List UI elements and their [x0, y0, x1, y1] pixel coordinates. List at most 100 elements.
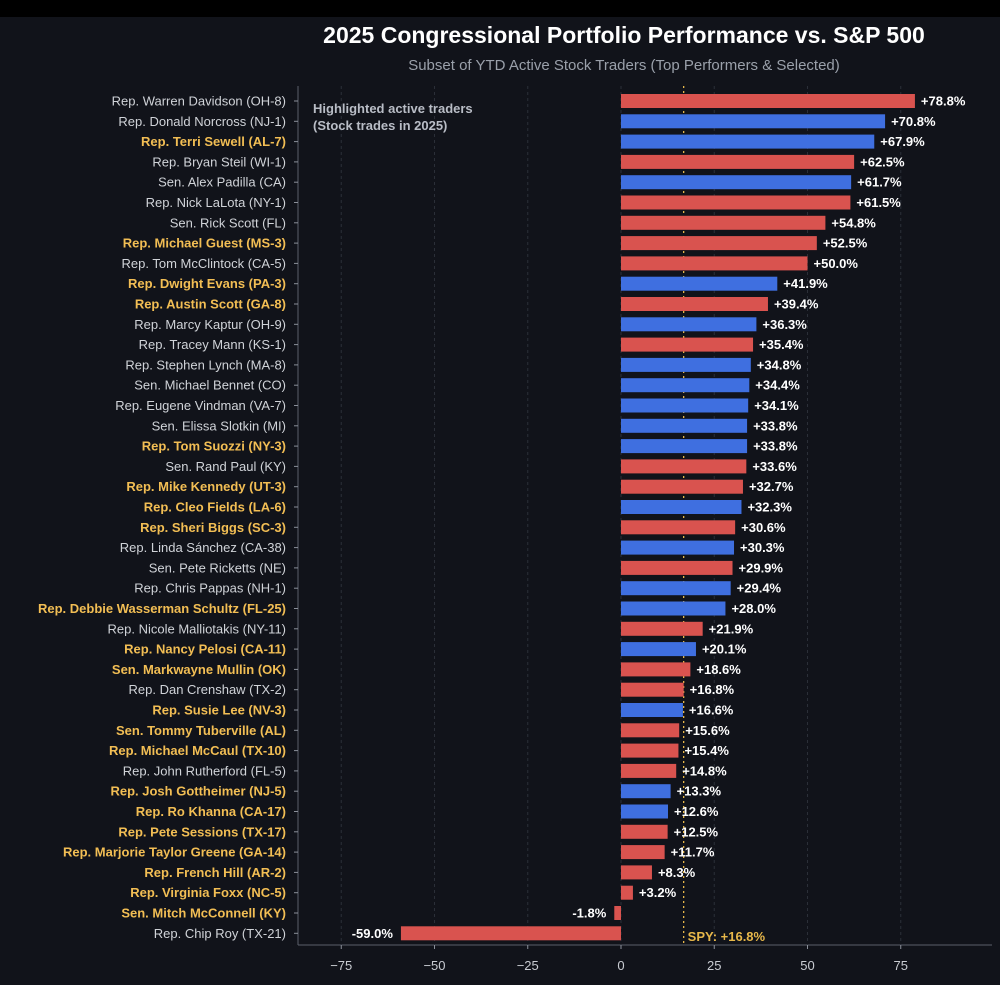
value-label: +78.8%: [921, 94, 966, 109]
value-label: +3.2%: [639, 885, 677, 900]
value-label: +67.9%: [880, 134, 925, 149]
bar-r: [621, 682, 684, 697]
category-label: Rep. Virginia Foxx (NC-5): [130, 885, 286, 900]
bar-d: [621, 378, 750, 393]
category-label: Sen. Alex Padilla (CA): [158, 175, 286, 190]
value-label: +12.6%: [674, 804, 719, 819]
category-label: Rep. Dan Crenshaw (TX-2): [129, 682, 287, 697]
value-label: +28.0%: [731, 601, 776, 616]
value-label: +35.4%: [759, 337, 804, 352]
category-label: Rep. Cleo Fields (LA-6): [144, 500, 286, 515]
bar-r: [621, 621, 703, 636]
category-label: Rep. Donald Norcross (NJ-1): [118, 114, 286, 129]
value-label: +32.7%: [749, 479, 794, 494]
value-label: +39.4%: [774, 297, 819, 312]
value-label: +50.0%: [814, 256, 859, 271]
bar-r: [621, 824, 668, 839]
category-label: Rep. Susie Lee (NV-3): [152, 703, 286, 718]
category-label: Sen. Michael Bennet (CO): [134, 378, 286, 393]
category-label: Sen. Rand Paul (KY): [165, 459, 286, 474]
category-label: Rep. Bryan Steil (WI-1): [152, 154, 286, 169]
value-label: +33.8%: [753, 418, 798, 433]
bar-d: [621, 703, 683, 717]
bar-r: [621, 723, 680, 738]
bar-d: [621, 540, 735, 555]
value-label: +41.9%: [783, 276, 828, 291]
value-label: +20.1%: [702, 642, 747, 657]
value-label: +52.5%: [823, 236, 868, 251]
category-label: Sen. Rick Scott (FL): [170, 215, 286, 230]
bar-r: [621, 154, 855, 169]
bar-r: [621, 865, 652, 880]
category-label: Rep. Tom Suozzi (NY-3): [142, 439, 286, 454]
category-label: Rep. Debbie Wasserman Schultz (FL-25): [38, 601, 286, 616]
bar-d: [621, 276, 778, 291]
category-label: Sen. Tommy Tuberville (AL): [116, 723, 286, 738]
category-label: Sen. Mitch McConnell (KY): [121, 906, 286, 921]
bar-r: [621, 236, 817, 251]
category-label: Rep. Chip Roy (TX-21): [154, 926, 286, 941]
bar-d: [621, 581, 731, 596]
category-label: Rep. Nicole Malliotakis (NY-11): [108, 621, 286, 636]
value-label: +54.8%: [831, 215, 876, 230]
bar-d: [621, 114, 886, 129]
bar-d: [621, 357, 751, 372]
category-label: Rep. John Rutherford (FL-5): [123, 763, 286, 778]
value-label: +12.5%: [674, 824, 719, 839]
bar-r: [400, 926, 621, 941]
bar-r: [621, 743, 679, 758]
bar-r: [621, 337, 754, 352]
x-tick-label: 50: [800, 958, 814, 973]
chart-title: 2025 Congressional Portfolio Performance…: [323, 22, 925, 48]
category-label: Rep. Chris Pappas (NH-1): [134, 581, 286, 596]
value-label: +70.8%: [891, 114, 936, 129]
value-label: +62.5%: [860, 154, 905, 169]
bar-r: [614, 906, 621, 920]
value-label: +16.6%: [689, 703, 734, 718]
value-label: +34.1%: [754, 398, 799, 413]
value-label: +11.7%: [671, 845, 715, 860]
category-label: Sen. Pete Ricketts (NE): [149, 560, 286, 575]
bar-r: [621, 845, 665, 860]
value-label: +13.3%: [677, 784, 722, 799]
bar-d: [621, 398, 749, 413]
category-label: Rep. Stephen Lynch (MA-8): [125, 357, 286, 372]
top-band: [0, 0, 1000, 17]
bar-r: [621, 662, 691, 677]
bar-d: [621, 134, 875, 149]
category-label: Rep. Nick LaLota (NY-1): [146, 195, 286, 210]
x-tick-label: −50: [423, 958, 445, 973]
bar-r: [621, 297, 768, 311]
bar-r: [621, 195, 851, 210]
chart-subtitle: Subset of YTD Active Stock Traders (Top …: [408, 57, 840, 74]
bar-d: [621, 317, 757, 332]
category-label: Rep. Michael Guest (MS-3): [123, 236, 286, 251]
category-label: Rep. Michael McCaul (TX-10): [109, 743, 286, 758]
bar-r: [621, 763, 677, 778]
bar-d: [621, 500, 742, 514]
category-label: Rep. French Hill (AR-2): [144, 865, 286, 880]
value-label: +30.6%: [741, 520, 786, 535]
bar-r: [621, 479, 743, 494]
value-label: +15.6%: [685, 723, 730, 738]
x-tick-label: 25: [707, 958, 721, 973]
value-label: +32.3%: [747, 500, 792, 515]
value-label: +8.3%: [658, 865, 696, 880]
value-label: +29.9%: [739, 560, 784, 575]
value-label: +33.8%: [753, 439, 798, 454]
bar-r: [621, 459, 747, 474]
category-label: Rep. Marcy Kaptur (OH-9): [134, 317, 286, 332]
bar-d: [621, 418, 748, 433]
value-label: +34.4%: [755, 378, 800, 393]
value-label: +30.3%: [740, 540, 785, 555]
category-label: Rep. Eugene Vindman (VA-7): [115, 398, 286, 413]
value-label: +15.4%: [684, 743, 729, 758]
value-label: +33.6%: [752, 459, 797, 474]
bar-d: [621, 804, 668, 819]
category-label: Sen. Markwayne Mullin (OK): [112, 662, 286, 677]
category-label: Rep. Josh Gottheimer (NJ-5): [110, 784, 286, 799]
category-label: Rep. Warren Davidson (OH-8): [112, 94, 286, 109]
bar-r: [621, 885, 633, 900]
value-label: +34.8%: [757, 357, 802, 372]
